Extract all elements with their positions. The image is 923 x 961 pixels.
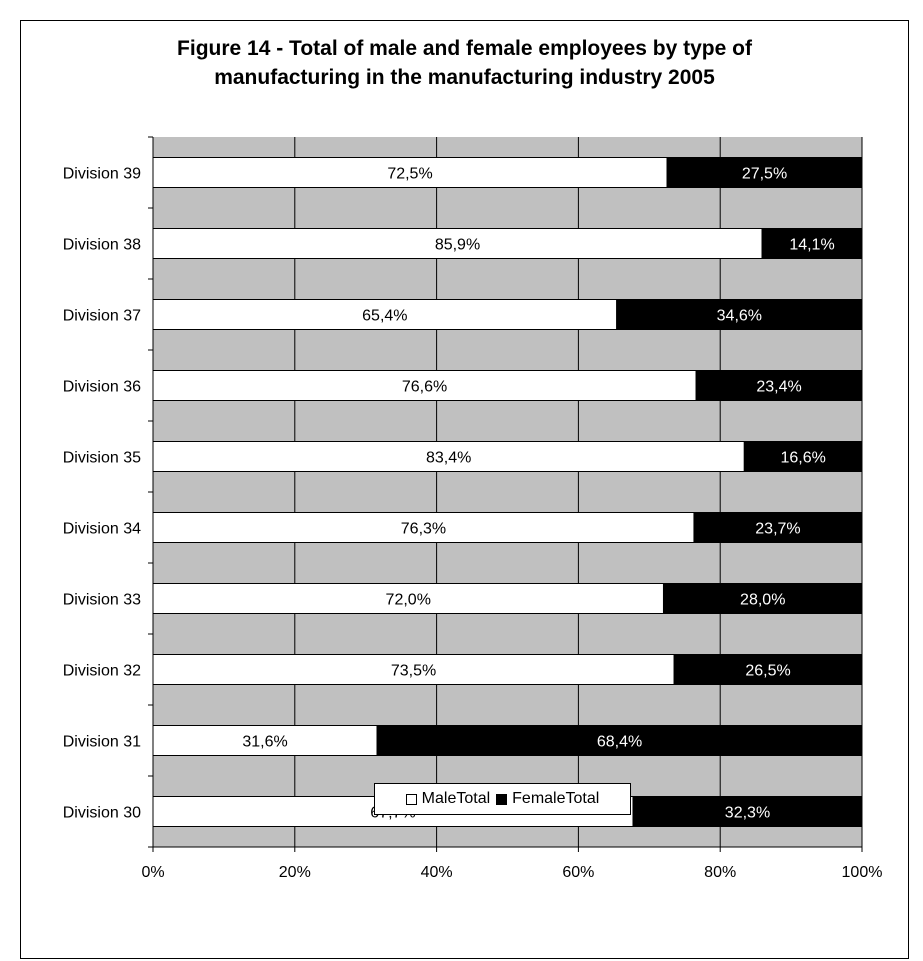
category-label: Division 33 — [63, 592, 141, 609]
bar-male — [152, 725, 378, 756]
legend-item-male: MaleTotal — [405, 790, 491, 808]
category-label: Division 34 — [63, 521, 141, 538]
bar-data-label: 73,5% — [391, 663, 436, 680]
bar-female — [632, 796, 863, 827]
bar-male — [152, 228, 763, 259]
bar-data-label: 68,4% — [597, 734, 642, 751]
bar-data-label: 72,5% — [387, 166, 432, 183]
category-label: Division 37 — [63, 308, 141, 325]
bar-data-label: 76,6% — [402, 379, 447, 396]
category-label: Division 39 — [63, 166, 141, 183]
x-tick-label: 0% — [141, 864, 164, 881]
bar-data-label: 23,7% — [755, 521, 800, 538]
legend-item-female: FemaleTotal — [496, 790, 599, 808]
bar-data-label: 65,4% — [362, 308, 407, 325]
x-tick-label: 100% — [842, 864, 883, 881]
category-label: Division 36 — [63, 379, 141, 396]
bar-data-label: 23,4% — [756, 379, 801, 396]
bar-male — [152, 654, 675, 685]
category-label: Division 31 — [63, 734, 141, 751]
bar-data-label: 85,9% — [435, 237, 480, 254]
bar-female — [376, 725, 863, 756]
category-label: Division 35 — [63, 450, 141, 467]
category-label: Division 32 — [63, 663, 141, 680]
bar-data-label: 32,3% — [725, 805, 770, 822]
x-tick-label: 60% — [562, 864, 594, 881]
bar-data-label: 28,0% — [740, 592, 785, 609]
chart-title-line-1: Figure 14 - Total of male and female emp… — [177, 37, 752, 60]
bar-data-label: 16,6% — [780, 450, 825, 467]
legend-swatch-female — [496, 793, 508, 805]
bar-female — [761, 228, 863, 259]
chart-title: Figure 14 - Total of male and female emp… — [20, 34, 909, 92]
chart-title-line-2: manufacturing in the manufacturing indus… — [214, 66, 715, 89]
x-tick-label: 40% — [421, 864, 453, 881]
bar-data-label: 76,3% — [401, 521, 446, 538]
bar-data-label: 72,0% — [386, 592, 431, 609]
bar-male — [152, 583, 664, 614]
x-tick-label: 80% — [704, 864, 736, 881]
bar-male — [152, 512, 695, 543]
bar-data-label: 34,6% — [717, 308, 762, 325]
bar-female — [666, 157, 863, 188]
bar-data-label: 26,5% — [745, 663, 790, 680]
category-label: Division 38 — [63, 237, 141, 254]
legend-swatch-male — [405, 793, 417, 805]
bar-data-label: 14,1% — [789, 237, 834, 254]
bar-female — [693, 512, 863, 543]
legend-label-female: FemaleTotal — [512, 790, 600, 807]
bar-male — [152, 157, 668, 188]
bar-female — [695, 370, 863, 401]
bar-female — [743, 441, 863, 472]
legend-label-male: MaleTotal — [421, 790, 491, 807]
category-label: Division 30 — [63, 805, 141, 822]
bar-data-label: 31,6% — [242, 734, 287, 751]
chart-legend: MaleTotal FemaleTotal — [374, 783, 631, 815]
bar-data-label: 83,4% — [426, 450, 471, 467]
bar-female — [662, 583, 863, 614]
bar-female — [616, 299, 863, 330]
bar-male — [152, 441, 745, 472]
bar-data-label: 27,5% — [742, 166, 787, 183]
x-tick-label: 20% — [279, 864, 311, 881]
bar-female — [673, 654, 863, 685]
